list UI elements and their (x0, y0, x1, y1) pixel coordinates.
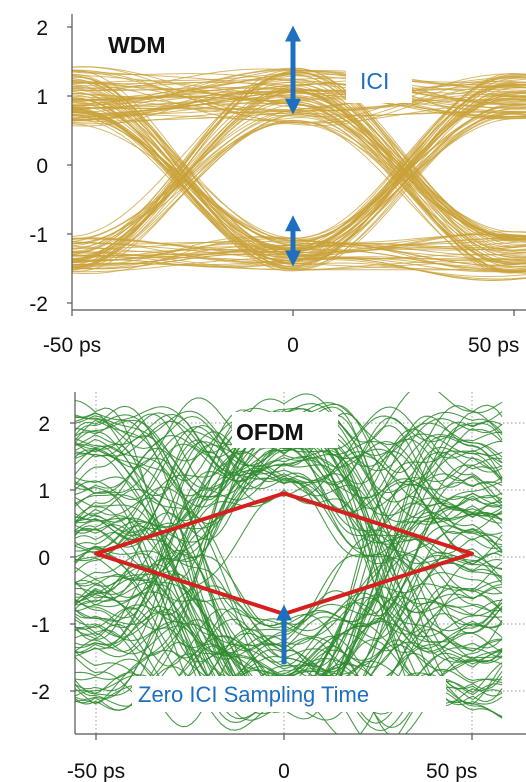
ofdm-chart: 2 1 0 -1 -2 -50 ps 0 50 ps OFDM Zero ICI Sampl… (31, 392, 526, 782)
ofdm-trace (75, 425, 503, 616)
ofdm-eye-opening-diamond (94, 491, 474, 616)
y-tick-label: 2 (38, 413, 50, 436)
ofdm-zero-ici-label: Zero ICI Sampling Time (138, 682, 369, 707)
ofdm-trace (75, 407, 503, 684)
ofdm-y-ticks: 2 1 0 -1 -2 (31, 413, 75, 704)
wdm-chart: 2 1 0 -1 -2 -50 ps 0 50 ps WDM ICI (29, 14, 526, 357)
y-tick-label: -1 (31, 614, 50, 637)
x-tick-label: 0 (278, 760, 290, 782)
wdm-title: WDM (108, 32, 165, 58)
ofdm-trace (75, 433, 503, 700)
ofdm-trace (75, 417, 503, 640)
x-tick-label: 0 (287, 334, 299, 357)
x-tick-label: -50 ps (43, 334, 101, 357)
ofdm-annotation-box (132, 676, 446, 712)
wdm-trace (72, 70, 526, 124)
ofdm-trace (75, 477, 503, 628)
wdm-trace (72, 97, 526, 270)
y-tick-label: 0 (36, 155, 48, 178)
wdm-y-ticks: 2 1 0 -1 -2 (29, 17, 72, 316)
ofdm-trace (75, 406, 503, 529)
ofdm-trace (75, 415, 503, 604)
ofdm-title-box (232, 412, 338, 448)
y-tick-label: 0 (38, 547, 50, 570)
x-tick-label: -50 ps (67, 760, 125, 782)
wdm-ici-label-box (346, 57, 412, 103)
wdm-ici-label: ICI (360, 68, 389, 94)
y-tick-label: 1 (38, 480, 50, 503)
y-tick-label: 2 (36, 17, 48, 40)
ofdm-trace (75, 455, 503, 582)
x-tick-label: 50 ps (426, 760, 477, 782)
ofdm-trace (75, 410, 503, 565)
x-tick-label: 50 ps (468, 334, 519, 357)
ofdm-title: OFDM (236, 419, 304, 445)
y-tick-label: -1 (29, 224, 48, 247)
y-tick-label: 1 (36, 86, 48, 109)
wdm-x-ticks: -50 ps 0 50 ps (43, 310, 519, 357)
ofdm-trace (75, 418, 503, 473)
y-tick-label: -2 (31, 681, 50, 704)
ofdm-x-ticks: -50 ps 0 50 ps (67, 734, 477, 782)
y-tick-label: -2 (29, 293, 48, 316)
ofdm-trace (75, 392, 503, 476)
wdm-eye-traces (72, 66, 526, 281)
ofdm-trace (75, 435, 503, 649)
